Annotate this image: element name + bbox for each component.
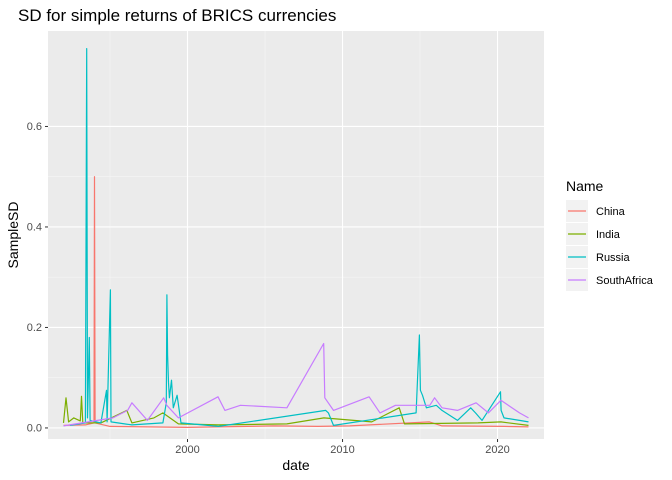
legend-items: China India Russia SouthAfrica (566, 200, 654, 291)
y-axis-label: SampleSD (5, 202, 21, 269)
legend: Name China India Russia SouthAfrica (566, 178, 654, 291)
x-tick-label: 2000 (175, 444, 199, 456)
y-tick-label: 0.4 (27, 221, 42, 233)
legend-label-russia: Russia (596, 252, 631, 264)
x-tick-label: 2020 (485, 444, 509, 456)
legend-label-china: China (596, 206, 626, 218)
legend-label-southafrica: SouthAfrica (596, 275, 654, 287)
legend-label-india: India (596, 229, 621, 241)
grid-major (48, 31, 544, 439)
series-line-southafrica (63, 342, 529, 427)
y-tick-label: 0.2 (27, 322, 42, 334)
x-tick-label: 2010 (330, 444, 354, 456)
series-line-india (62, 395, 529, 426)
x-axis-label: date (282, 457, 309, 473)
series-line-china (63, 176, 529, 428)
series-layer (62, 48, 529, 428)
y-tick-label: 0.6 (27, 121, 42, 133)
plot-panel (48, 31, 544, 439)
y-tick-label: 0.0 (27, 422, 42, 434)
legend-title: Name (566, 178, 604, 194)
series-line-russia (69, 48, 529, 427)
chart-title: SD for simple returns of BRICS currencie… (18, 6, 336, 25)
axis-ticks: 0.0 0.2 0.4 0.6 2000 2010 2020 (27, 121, 510, 456)
